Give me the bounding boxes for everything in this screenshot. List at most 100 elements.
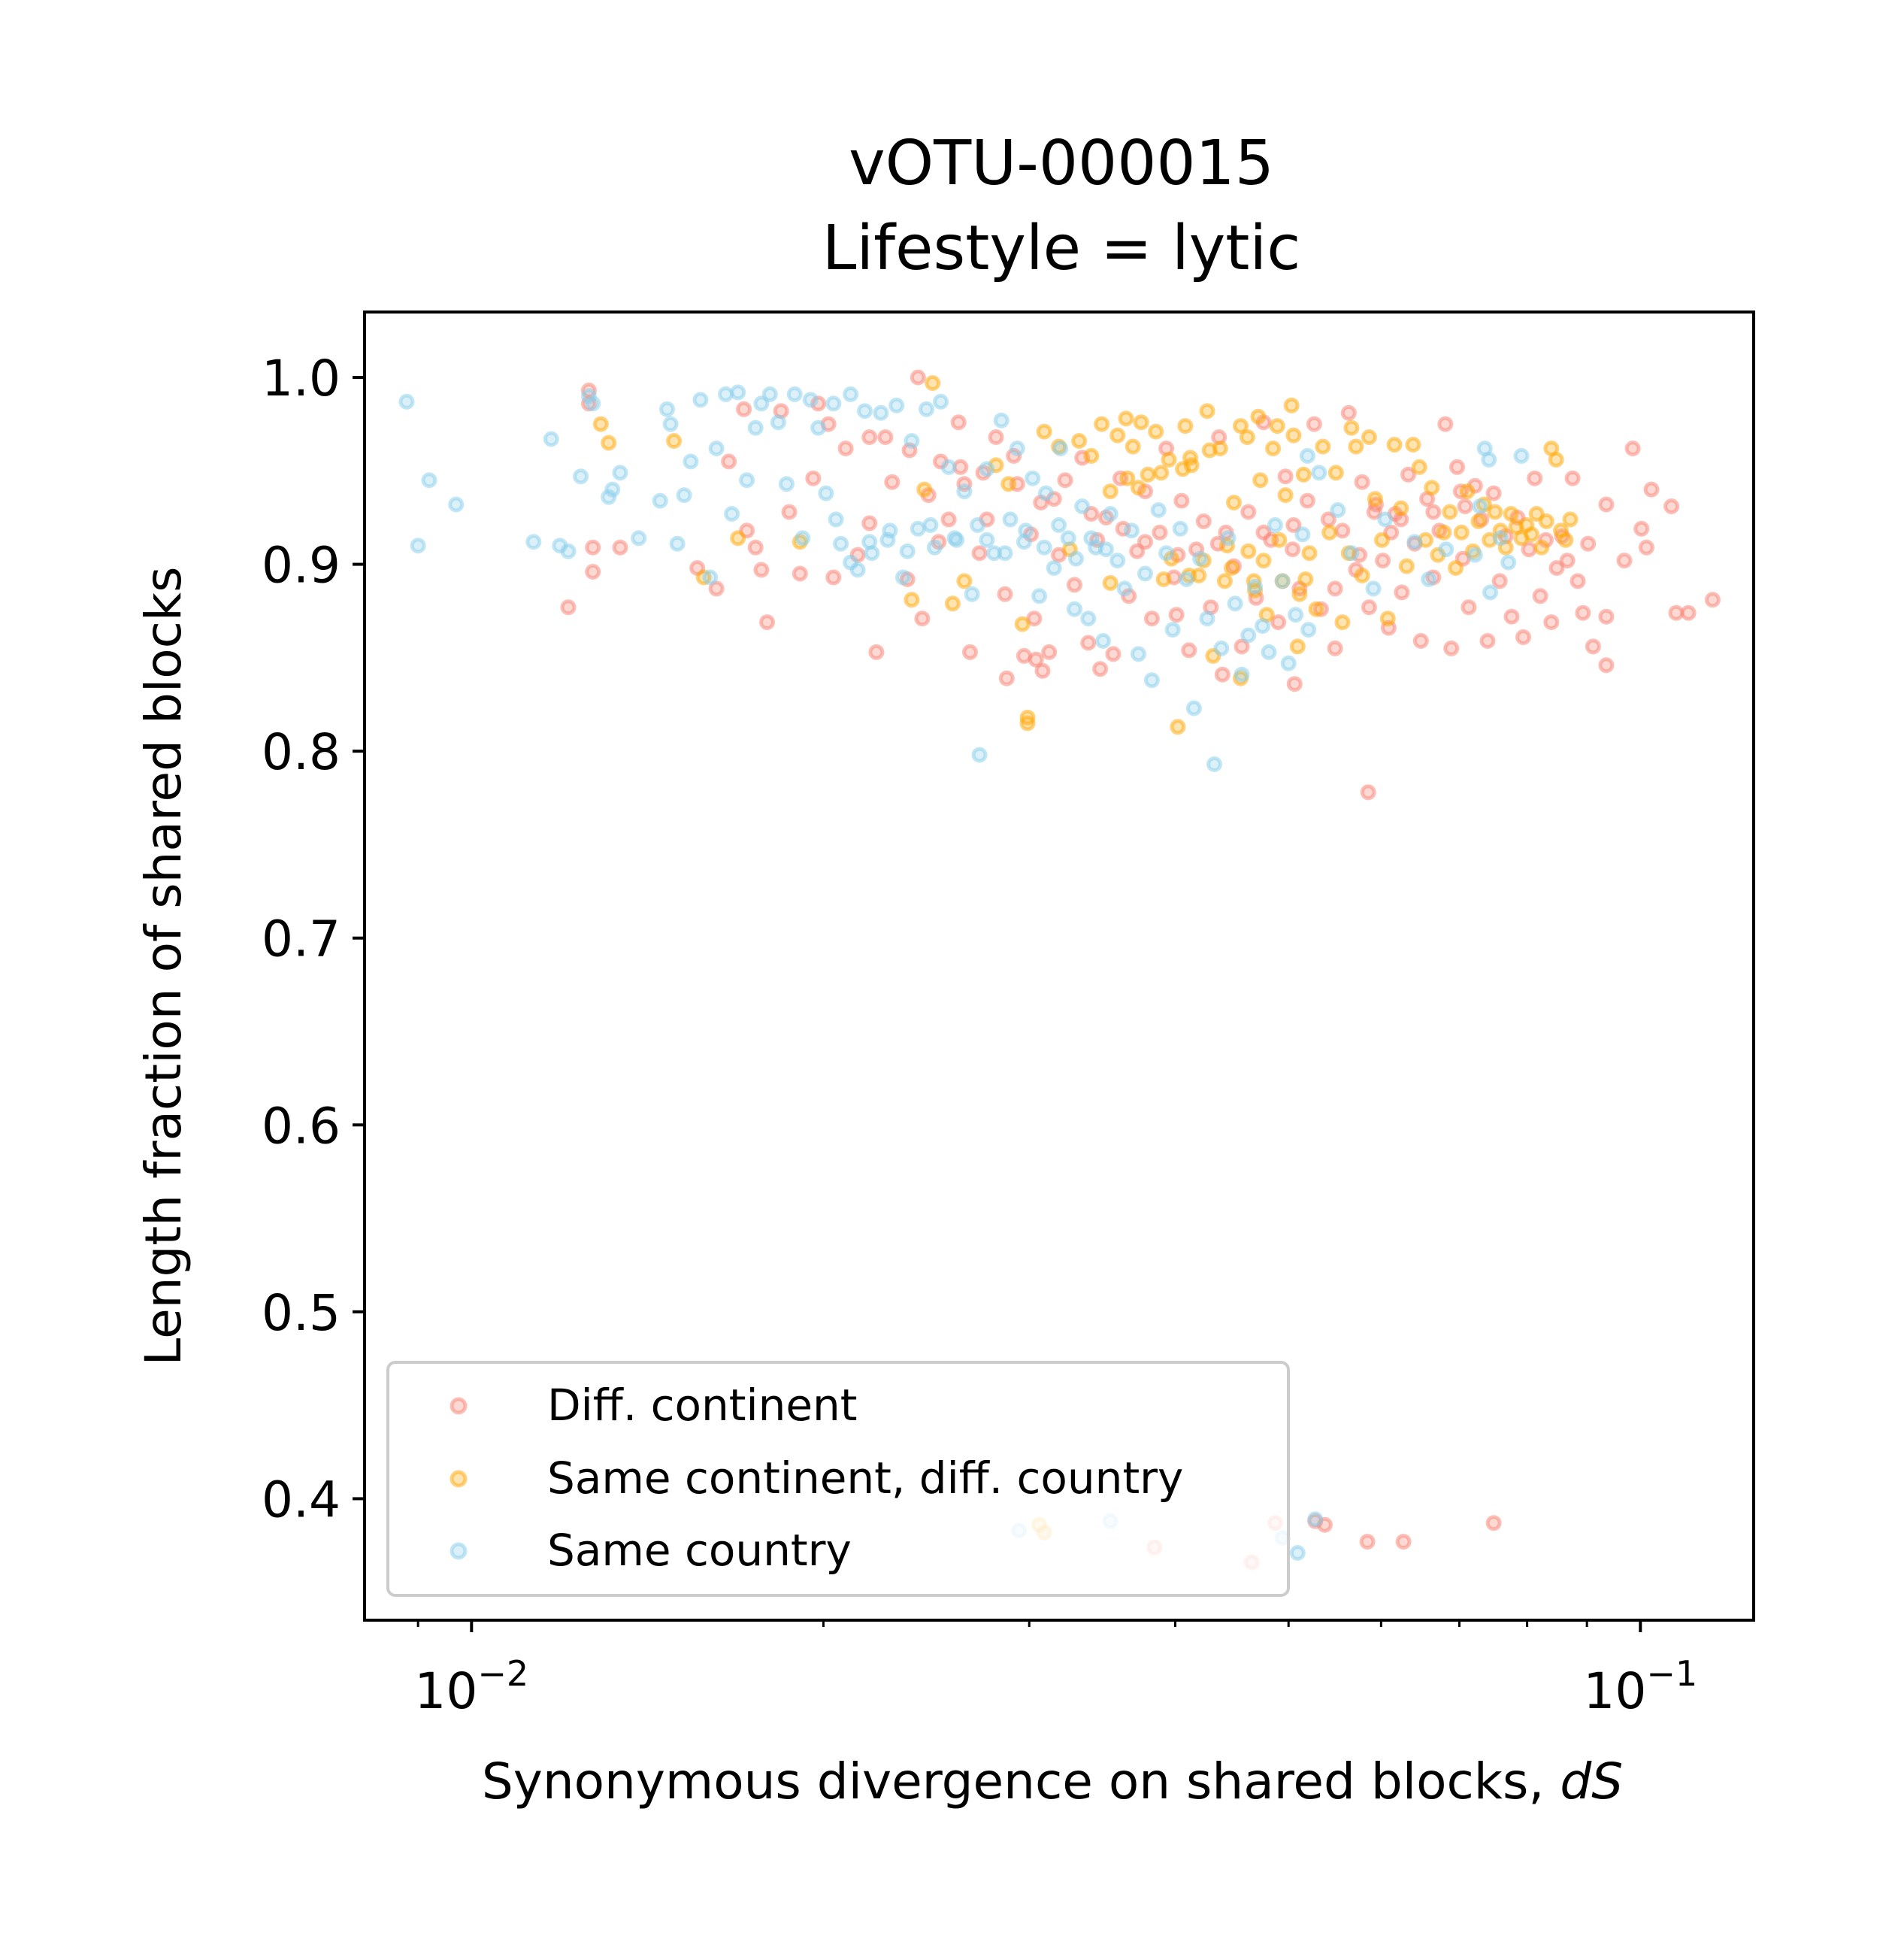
point-series-2-126 [1299,447,1315,464]
point-series-0-146 [1485,1515,1502,1531]
point-series-1-51 [1301,545,1318,562]
point-series-1-115 [1182,450,1198,466]
point-series-2-124 [1330,502,1346,518]
point-series-1-58 [1348,438,1364,455]
point-series-1-62 [1374,532,1390,548]
point-series-1-73 [1442,504,1458,520]
point-series-2-99 [1267,517,1283,533]
point-series-1-109 [1102,483,1119,500]
point-series-2-39 [833,535,849,552]
point-series-0-27 [914,610,931,627]
point-series-0-16 [792,565,808,582]
point-series-1-55 [1327,465,1344,481]
point-series-0-99 [1437,416,1454,432]
point-series-1-39 [1226,495,1242,510]
point-series-2-117 [1492,530,1509,547]
point-series-2-7 [560,543,577,559]
point-series-2-94 [1234,666,1250,683]
point-series-2-65 [1031,588,1048,604]
point-series-2-47 [895,569,911,586]
point-series-1-19 [1071,433,1088,449]
point-series-2-140 [1068,550,1084,567]
point-series-2-66 [1037,485,1054,501]
point-series-0-8 [736,401,752,417]
point-series-2-53 [940,459,957,475]
point-series-2-19 [676,487,692,504]
y-tick-label-6: 1.0 [262,350,341,407]
point-series-0-144 [1359,1534,1376,1550]
point-series-0-19 [837,441,854,456]
point-series-0-46 [1057,472,1073,489]
point-series-1-121 [1343,420,1360,436]
point-series-0-79 [1306,416,1322,432]
point-series-0-69 [1234,638,1250,655]
point-series-0-120 [1559,553,1576,569]
point-series-0-70 [1240,504,1257,520]
point-series-1-113 [1161,451,1177,468]
point-series-0-126 [1598,496,1615,513]
point-series-2-60 [993,412,1010,429]
point-series-2-78 [1123,523,1140,539]
point-series-0-148 [1034,662,1051,679]
point-series-2-136 [997,545,1013,562]
point-series-2-64 [1025,470,1041,486]
point-series-2-138 [1036,539,1052,556]
point-series-0-129 [1633,520,1650,537]
point-series-0-2 [585,539,601,556]
point-series-2-31 [770,414,786,431]
point-series-2-21 [692,392,709,408]
point-series-2-97 [1255,618,1271,635]
point-series-2-76 [1109,553,1126,569]
point-series-2-141 [1083,530,1100,547]
point-series-0-153 [1286,676,1303,692]
point-series-2-46 [888,397,905,414]
point-series-0-64 [1195,513,1212,529]
point-series-0-131 [1643,481,1660,498]
point-series-1-63 [1379,610,1396,627]
point-series-2-104 [1300,622,1317,638]
point-series-1-90 [1533,539,1550,556]
point-series-2-81 [1143,672,1160,689]
point-series-0-130 [1638,539,1654,556]
point-series-2-8 [573,468,589,485]
point-series-1-64 [1386,437,1403,453]
point-series-0-108 [1491,573,1508,589]
point-series-0-30 [940,511,957,528]
point-series-0-157 [1425,504,1442,520]
point-series-0-55 [1129,543,1146,559]
point-series-2-34 [795,530,811,547]
point-series-0-3 [585,564,601,580]
point-series-0-86 [1354,474,1370,490]
y-tick-label-4: 0.8 [262,723,341,781]
point-series-0-145 [1395,1534,1412,1550]
point-series-1-108 [1297,571,1314,587]
x-axis-label-italic: dS [1560,1752,1623,1810]
point-series-2-119 [1421,571,1437,587]
point-series-0-21 [861,515,878,532]
point-series-0-135 [1598,657,1615,674]
y-tick-label-1: 0.5 [262,1284,341,1342]
point-series-0-127 [1616,553,1633,569]
point-series-2-123 [1343,545,1360,562]
point-series-0-125 [1585,638,1601,655]
point-series-1-24 [1118,410,1134,427]
point-series-0-154 [1327,580,1343,597]
point-series-0-166 [1137,534,1153,550]
point-series-0-62 [1181,642,1197,659]
point-series-1-46 [1271,532,1288,548]
point-series-1-74 [1448,560,1464,576]
legend-marker-same-continent [450,1470,468,1488]
point-series-2-38 [825,395,842,412]
chart-title: vOTU-000015 [849,128,1274,199]
point-series-2-56 [964,586,980,602]
point-series-1-9 [944,595,961,612]
point-series-2-42 [857,403,873,420]
point-series-1-15 [1019,715,1036,732]
point-series-0-136 [1360,784,1376,801]
legend-label-diff-continent: Diff. continent [547,1380,858,1431]
point-series-2-71 [1074,498,1091,514]
point-series-2-69 [1060,530,1076,547]
point-series-2-22 [702,569,719,586]
point-series-1-12 [1000,476,1017,492]
point-series-2-83 [1158,545,1175,562]
